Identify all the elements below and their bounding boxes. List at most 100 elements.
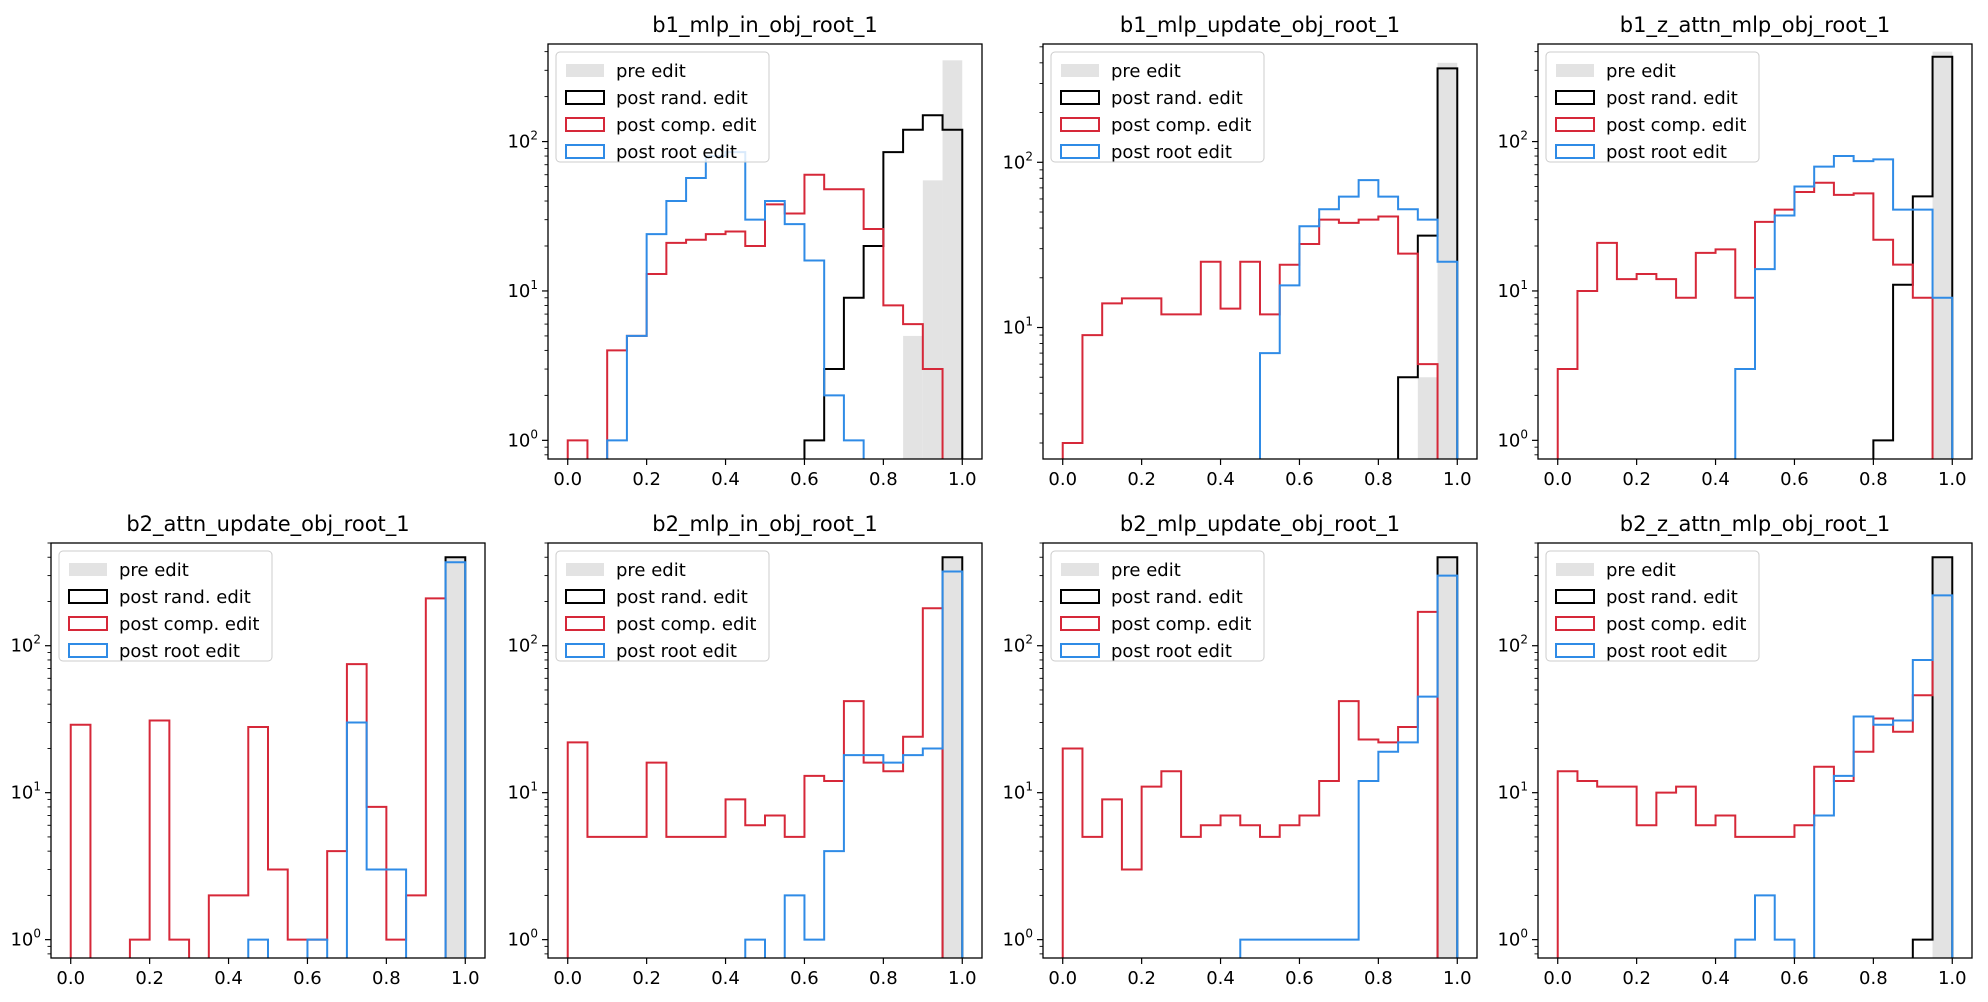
subplot-title: b2_z_attn_mlp_obj_root_1: [1620, 512, 1890, 537]
plot-area: [1061, 62, 1459, 459]
pre-edit-bar: [1932, 557, 1953, 958]
y-tick-label: 100: [1497, 427, 1528, 451]
subplot-1: b1_mlp_in_obj_root_1 0.0 0.2 0.4 0.6 0.8 1.0 10…: [507, 13, 983, 490]
y-tick-label: 100: [1002, 927, 1033, 951]
y-tick-label: 100: [10, 927, 41, 951]
post-comp-edit-swatch: [565, 616, 605, 631]
x-tick-label: 0.6: [1780, 469, 1809, 490]
legend-label: post rand. edit: [1111, 88, 1243, 109]
x-tick-label: 0.6: [1780, 968, 1809, 989]
post-rand-edit-swatch: [1060, 589, 1100, 604]
subplot-title: b2_attn_update_obj_root_1: [126, 512, 409, 537]
x-tick-label: 0.8: [869, 968, 898, 989]
x-tick-label: 0.8: [372, 968, 401, 989]
x-tick-label: 0.4: [214, 968, 243, 989]
pre-edit-bar: [1437, 557, 1458, 958]
x-tick-label: 0.2: [632, 968, 661, 989]
legend-label: post rand. edit: [616, 587, 748, 608]
post-root-edit-step: [1239, 574, 1459, 958]
y-tick-label: 102: [1002, 633, 1033, 657]
post-rand-edit-swatch: [1555, 589, 1595, 604]
legend-label: pre edit: [1111, 61, 1181, 82]
subplot-3: b1_z_attn_mlp_obj_root_1 0.0 0.2 0.4 0.6 0.8 1…: [1497, 13, 1973, 490]
x-tick-label: 0.8: [1364, 968, 1393, 989]
legend-label: post root edit: [616, 641, 737, 662]
legend-label: post comp. edit: [1111, 115, 1251, 136]
legend-box: [1545, 550, 1760, 662]
legend-label: post rand. edit: [616, 88, 748, 109]
x-tick-label: 0.6: [1285, 469, 1314, 490]
legend-label: post rand. edit: [1606, 88, 1738, 109]
plot-area: [1061, 556, 1459, 958]
post-comp-edit-swatch: [565, 117, 605, 132]
subplot-title: b1_mlp_update_obj_root_1: [1120, 13, 1400, 38]
post-comp-edit-step: [566, 173, 944, 459]
pre-edit-swatch: [1556, 64, 1594, 77]
post-rand-edit-swatch: [565, 589, 605, 604]
post-comp-edit-step: [1061, 610, 1439, 958]
y-tick-label: 101: [507, 278, 538, 302]
plot-area: [566, 60, 964, 459]
legend-label: post root edit: [616, 142, 737, 163]
pre-edit-swatch: [1061, 64, 1099, 77]
legend-label: post rand. edit: [119, 587, 251, 608]
post-comp-edit-swatch: [68, 616, 108, 631]
x-tick-label: 0.4: [1206, 968, 1235, 989]
x-tick-label: 1.0: [1938, 968, 1967, 989]
subplot-7: b2_z_attn_mlp_obj_root_1 0.0 0.2 0.4 0.6 0.8 1…: [1497, 512, 1973, 989]
legend-box: [1545, 51, 1760, 163]
legend-box: [555, 550, 770, 662]
y-tick-label: 101: [1497, 780, 1528, 804]
x-tick-label: 0.2: [1127, 968, 1156, 989]
x-tick-label: 1.0: [1443, 968, 1472, 989]
x-tick-label: 0.2: [1127, 469, 1156, 490]
pre-edit-bar: [1932, 51, 1953, 459]
x-tick-label: 0.2: [632, 469, 661, 490]
pre-edit-bar: [1417, 377, 1438, 459]
axes-frame: [547, 43, 983, 460]
x-tick-label: 0.6: [293, 968, 322, 989]
x-tick-label: 0.0: [1048, 968, 1077, 989]
post-root-edit-step: [1734, 594, 1954, 958]
x-tick-label: 0.0: [1543, 968, 1572, 989]
subplot-4: b2_attn_update_obj_root_1 0.0 0.2 0.4 0.6 0.8…: [10, 512, 486, 989]
legend-label: pre edit: [119, 560, 189, 581]
post-root-edit-swatch: [565, 144, 605, 159]
post-comp-edit-step: [1061, 215, 1439, 459]
post-root-edit-swatch: [1555, 144, 1595, 159]
x-tick-label: 0.4: [1206, 469, 1235, 490]
x-tick-label: 0.4: [711, 968, 740, 989]
x-tick-label: 0.0: [56, 968, 85, 989]
axes-frame: [50, 542, 486, 959]
subplot-5: b2_mlp_in_obj_root_1 0.0 0.2 0.4 0.6 0.8 1.0 10…: [507, 512, 983, 989]
x-tick-label: 0.4: [1701, 469, 1730, 490]
x-tick-label: 0.6: [1285, 968, 1314, 989]
pre-edit-bar: [903, 335, 923, 459]
plot-area: [1556, 51, 1954, 459]
legend-label: post comp. edit: [616, 614, 756, 635]
subplot-6: b2_mlp_update_obj_root_1 0.0 0.2 0.4 0.6 0.8 1…: [1002, 512, 1478, 989]
legend-label: post root edit: [119, 641, 240, 662]
post-root-edit-step: [1734, 155, 1954, 459]
y-tick-label: 102: [1497, 129, 1528, 153]
post-root-edit-step: [1259, 179, 1459, 459]
plot-area: [1556, 556, 1954, 958]
subplot-title: b2_mlp_in_obj_root_1: [652, 512, 877, 537]
x-tick-label: 0.6: [790, 469, 819, 490]
post-rand-edit-swatch: [565, 90, 605, 105]
plot-area: [566, 556, 964, 958]
pre-edit-bar: [445, 557, 466, 958]
post-comp-edit-swatch: [1060, 117, 1100, 132]
axes-frame: [547, 542, 983, 959]
pre-edit-bar: [942, 557, 963, 958]
subplot-title: b2_mlp_update_obj_root_1: [1120, 512, 1400, 537]
post-rand-edit-step: [1397, 67, 1459, 459]
legend-label: post root edit: [1606, 641, 1727, 662]
pre-edit-swatch: [69, 563, 107, 576]
legend-label: post comp. edit: [1111, 614, 1251, 635]
y-tick-label: 100: [507, 927, 538, 951]
x-tick-label: 0.0: [1048, 469, 1077, 490]
y-tick-label: 102: [1002, 149, 1033, 173]
post-root-edit-swatch: [565, 643, 605, 658]
subplot-title: b1_z_attn_mlp_obj_root_1: [1620, 13, 1890, 38]
